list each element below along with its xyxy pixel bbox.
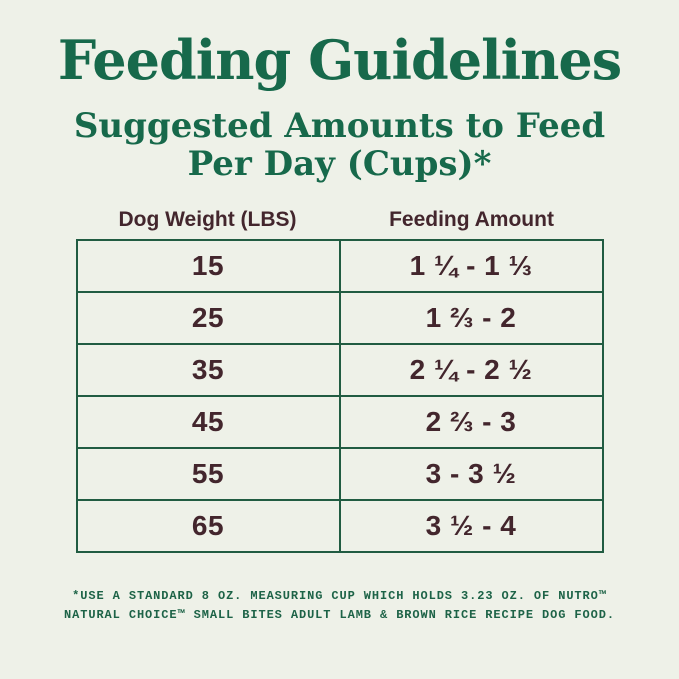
feeding-amount-cell: 1 ¼ - 1 ⅓ (338, 238, 604, 293)
table-row: 55 3 - 3 ½ (75, 446, 604, 501)
table-row: 15 1 ¼ - 1 ⅓ (75, 238, 604, 293)
dog-weight-cell: 45 (75, 394, 341, 449)
page-title: Feeding Guidelines (57, 28, 622, 92)
column-header-feeding-amount: Feeding Amount (389, 207, 554, 231)
feeding-amount-cell: 3 ½ - 4 (338, 498, 604, 553)
feeding-amount-cell: 2 ⅔ - 3 (338, 394, 604, 449)
table-row: 65 3 ½ - 4 (75, 498, 604, 553)
feeding-table: 15 1 ¼ - 1 ⅓ 25 1 ⅔ - 2 35 2 ¼ - 2 ½ 45 2 ⅔ - 3… (75, 238, 604, 553)
feeding-amount-cell: 3 - 3 ½ (338, 446, 604, 501)
table-column-headers: Dog Weight (LBS) Feeding Amount (76, 208, 604, 232)
feeding-amount-cell: 2 ¼ - 2 ½ (338, 342, 604, 397)
dog-weight-cell: 65 (75, 498, 341, 553)
page-subtitle: Suggested Amounts to Feed Per Day (Cups)… (0, 105, 679, 185)
footnote-line-2: NATURAL CHOICE™ SMALL BITES ADULT LAMB &… (64, 607, 615, 622)
dog-weight-cell: 35 (75, 342, 341, 397)
footnote: *USE A STANDARD 8 OZ. MEASURING CUP WHIC… (0, 587, 679, 625)
subtitle-line-2: Per Day (Cups)* (187, 144, 492, 185)
dog-weight-cell: 55 (75, 446, 341, 501)
feeding-amount-cell: 1 ⅔ - 2 (338, 290, 604, 345)
subtitle-line-1: Suggested Amounts to Feed (73, 105, 606, 146)
footnote-line-1: *USE A STANDARD 8 OZ. MEASURING CUP WHIC… (72, 588, 607, 603)
table-row: 35 2 ¼ - 2 ½ (75, 342, 604, 397)
dog-weight-cell: 15 (75, 238, 341, 293)
dog-weight-cell: 25 (75, 290, 341, 345)
table-row: 45 2 ⅔ - 3 (75, 394, 604, 449)
column-header-dog-weight: Dog Weight (LBS) (118, 207, 297, 231)
table-body: 15 1 ¼ - 1 ⅓ 25 1 ⅔ - 2 35 2 ¼ - 2 ½ 45 2 ⅔ - 3… (75, 238, 604, 553)
table-row: 25 1 ⅔ - 2 (75, 290, 604, 345)
